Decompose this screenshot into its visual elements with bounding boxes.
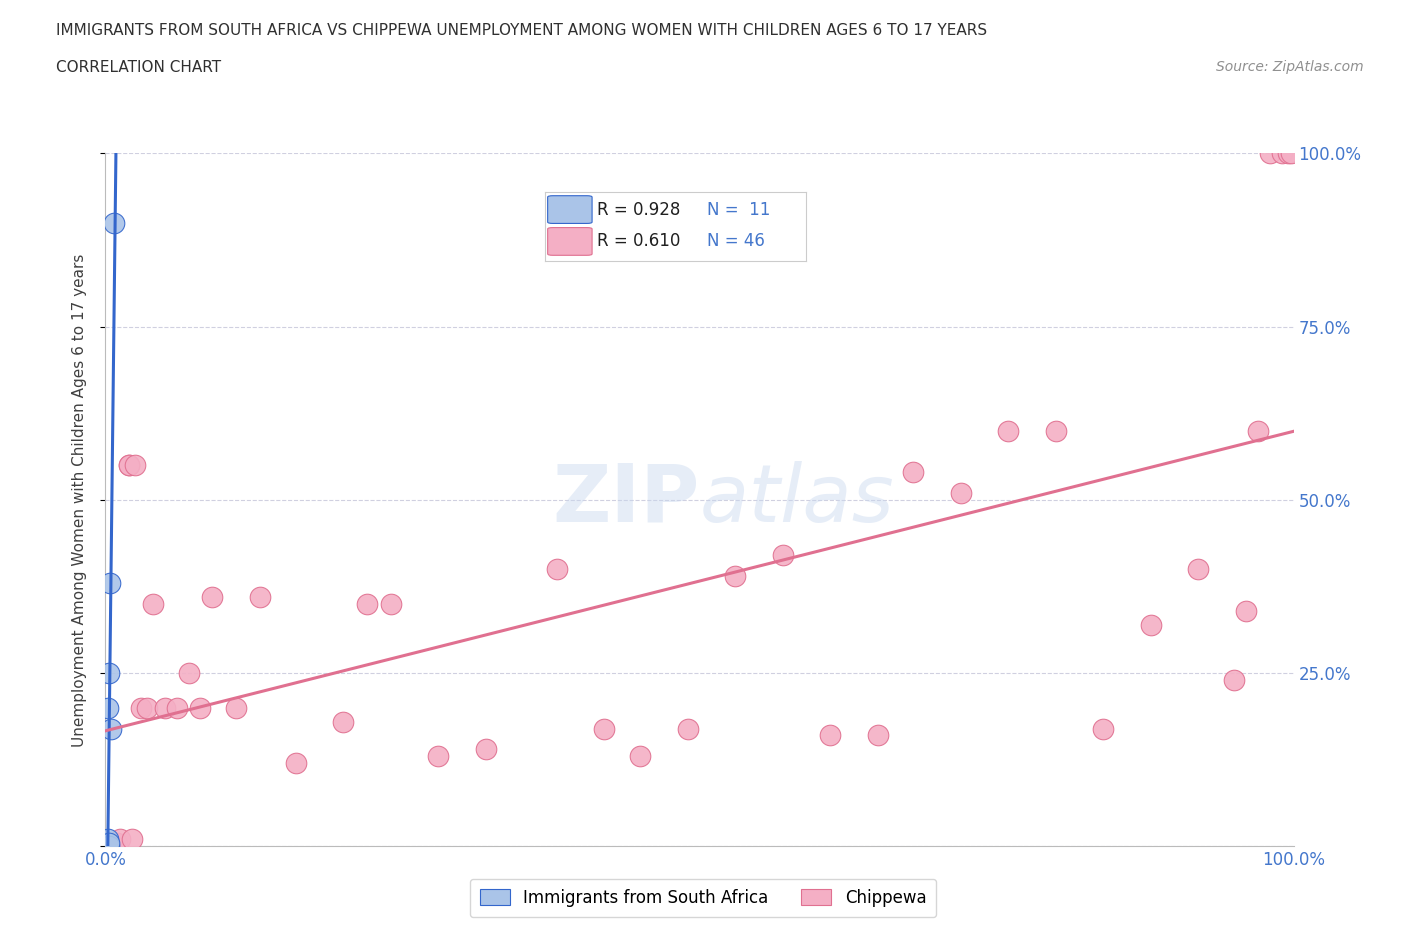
Point xyxy=(546,562,568,577)
Point xyxy=(772,548,794,563)
Point xyxy=(818,728,841,743)
Legend: Immigrants from South Africa, Chippewa: Immigrants from South Africa, Chippewa xyxy=(470,879,936,917)
Point xyxy=(1247,423,1270,438)
Point xyxy=(1140,618,1163,632)
Point xyxy=(628,749,651,764)
Point xyxy=(1258,146,1281,161)
Point xyxy=(1092,721,1115,736)
Text: atlas: atlas xyxy=(700,461,894,538)
Point xyxy=(97,835,120,850)
Point xyxy=(121,832,143,847)
Point xyxy=(474,742,496,757)
Point xyxy=(1271,146,1294,161)
Point xyxy=(1279,146,1302,161)
FancyBboxPatch shape xyxy=(548,228,592,256)
Text: N =  11: N = 11 xyxy=(707,201,770,219)
Point xyxy=(97,839,120,854)
Point xyxy=(142,596,165,611)
Point xyxy=(1223,672,1246,687)
Point xyxy=(98,576,121,591)
Point xyxy=(129,700,152,715)
Point xyxy=(949,485,972,500)
Point xyxy=(724,568,747,583)
Point xyxy=(97,839,120,854)
Point xyxy=(866,728,889,743)
Point xyxy=(356,596,378,611)
Point xyxy=(108,832,131,847)
Point xyxy=(118,458,141,472)
FancyBboxPatch shape xyxy=(548,195,592,223)
Point xyxy=(676,721,699,736)
Point xyxy=(136,700,159,715)
Point xyxy=(284,756,307,771)
Point xyxy=(593,721,616,736)
Point xyxy=(100,721,122,736)
Point xyxy=(124,458,146,472)
Point xyxy=(427,749,450,764)
Point xyxy=(153,700,176,715)
Point xyxy=(105,835,128,850)
Point xyxy=(97,700,120,715)
Text: ZIP: ZIP xyxy=(553,461,700,538)
Point xyxy=(1234,604,1257,618)
Point xyxy=(249,590,271,604)
Point xyxy=(332,714,354,729)
Point xyxy=(98,839,121,854)
Point xyxy=(903,465,925,480)
Text: R = 0.610: R = 0.610 xyxy=(598,232,681,250)
Point xyxy=(166,700,188,715)
Point xyxy=(1045,423,1067,438)
Point xyxy=(190,700,212,715)
Text: Source: ZipAtlas.com: Source: ZipAtlas.com xyxy=(1216,60,1364,74)
Point xyxy=(98,835,121,850)
Point xyxy=(97,832,120,847)
Point xyxy=(201,590,224,604)
Text: CORRELATION CHART: CORRELATION CHART xyxy=(56,60,221,75)
Point xyxy=(997,423,1019,438)
Point xyxy=(380,596,402,611)
Point xyxy=(225,700,247,715)
Point xyxy=(104,839,127,854)
Text: R = 0.928: R = 0.928 xyxy=(598,201,681,219)
Y-axis label: Unemployment Among Women with Children Ages 6 to 17 years: Unemployment Among Women with Children A… xyxy=(72,253,87,747)
Point xyxy=(118,458,141,472)
Point xyxy=(98,666,121,681)
Text: IMMIGRANTS FROM SOUTH AFRICA VS CHIPPEWA UNEMPLOYMENT AMONG WOMEN WITH CHILDREN : IMMIGRANTS FROM SOUTH AFRICA VS CHIPPEWA… xyxy=(56,23,987,38)
Point xyxy=(177,666,200,681)
Point xyxy=(1277,146,1299,161)
Point xyxy=(1187,562,1209,577)
Text: N = 46: N = 46 xyxy=(707,232,765,250)
Point xyxy=(100,839,122,854)
Point xyxy=(103,216,125,231)
